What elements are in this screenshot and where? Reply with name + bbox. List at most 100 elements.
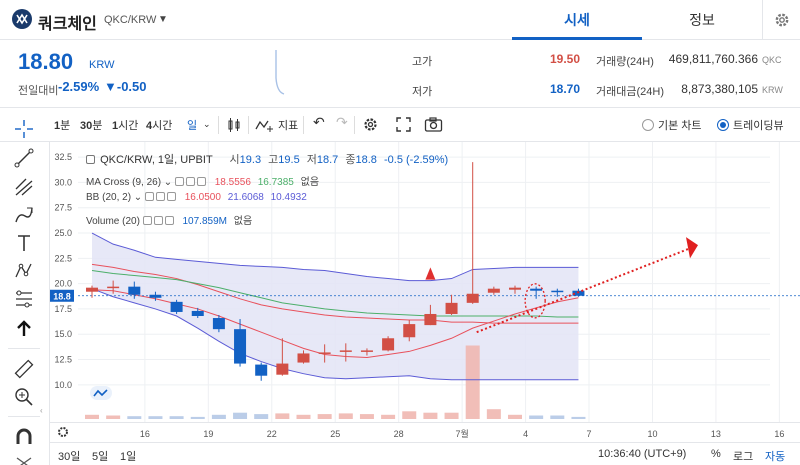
open-value: 19.3 [239, 154, 262, 166]
interval-1m[interactable]: 1분 [54, 120, 71, 132]
interval-30m[interactable]: 30분 [80, 120, 103, 132]
settings-button[interactable] [762, 0, 800, 40]
tradingview-label[interactable]: 트레이딩뷰 [733, 120, 784, 132]
chart-pane[interactable]: 32.5 30.0 27.5 25.0 22.5 20.0 17.5 15.0 12.5 10.0… [50, 142, 800, 422]
fullscreen-icon[interactable] [395, 116, 412, 133]
legend-visibility-icon[interactable] [144, 192, 154, 201]
tradingview-radio[interactable] [717, 119, 729, 131]
interval-1d[interactable]: 일 [187, 120, 198, 132]
current-price: 18.80 [18, 49, 74, 74]
ruler-icon[interactable] [13, 358, 35, 380]
y-tick-label: 27.5 [54, 203, 72, 213]
arrow-up-icon[interactable] [13, 318, 35, 340]
volume-bar [381, 414, 396, 419]
collapse-legend-icon[interactable] [86, 155, 95, 164]
pattern-icon[interactable] [13, 260, 35, 282]
candle [360, 348, 373, 356]
candle-body [445, 302, 458, 314]
price-chart[interactable]: 32.5 30.0 27.5 25.0 22.5 20.0 17.5 15.0 12.5 10.0… [50, 142, 800, 422]
price-unit: KRW [89, 59, 115, 71]
high-value: 19.50 [549, 52, 580, 66]
legend-remove-icon[interactable] [196, 177, 206, 186]
prediction-icon[interactable] [13, 288, 35, 310]
candle-body [360, 350, 373, 352]
lock-drawings-icon[interactable] [13, 452, 35, 465]
legend-ma-cross[interactable]: MA Cross (9, 26) ⌄ 18.5556 16.7385 없음 [86, 177, 320, 188]
amount-value: 8,873,380,105 [681, 82, 758, 96]
trend-arrowhead-icon [686, 237, 698, 259]
prev-day-label: 전일대비 [18, 85, 59, 97]
volume-bar [211, 414, 226, 419]
legend-volume[interactable]: Volume (20) 107.859M 없음 [86, 216, 253, 227]
trend-arrow-line [476, 244, 699, 334]
collapse-chevron-icon[interactable]: ‹ [40, 406, 43, 415]
amount-unit: KRW [762, 85, 783, 95]
high-value-legend: 19.5 [278, 154, 300, 166]
legend-visibility-icon[interactable] [142, 216, 152, 225]
legend-bb[interactable]: BB (20, 2) ⌄ 16.0500 21.6068 10.4932 [86, 192, 307, 203]
legend-remove-icon[interactable] [166, 192, 176, 201]
chart-legend-main[interactable]: QKC/KRW, 1일, UPBIT 시19.3 고19.5 저18.7 종18… [86, 151, 448, 167]
bollinger-upper-line [91, 232, 579, 282]
tab-info[interactable]: 정보 [689, 12, 715, 28]
time-axis-gear-icon[interactable] [50, 422, 70, 442]
y-tick-label: 15.0 [54, 329, 72, 339]
brush-icon[interactable] [13, 204, 35, 226]
candle [466, 162, 479, 304]
coin-name[interactable]: 쿼크체인 [38, 16, 97, 33]
range-1d[interactable]: 1일 [120, 451, 137, 463]
redo-icon[interactable]: ↷ [336, 114, 348, 130]
volume-bar [338, 413, 353, 419]
time-axis[interactable]: 16 19 22 25 28 7월 4 7 10 13 16 [50, 422, 800, 442]
interval-chevron-down-icon[interactable]: ⌄ [203, 119, 211, 129]
candle [530, 286, 543, 299]
close-value: 18.8 [355, 154, 377, 166]
undo-icon[interactable]: ↶ [313, 114, 325, 130]
indicator-button[interactable]: 지표 [278, 120, 299, 132]
tradingview-logo-icon[interactable] [90, 386, 112, 400]
text-tool-icon[interactable] [13, 232, 35, 254]
legend-visibility-icon[interactable] [174, 177, 184, 186]
coin-logo-icon [12, 9, 32, 29]
candle-body [382, 338, 395, 351]
amount-label: 거래대금(24H) [596, 86, 664, 98]
percent-toggle[interactable]: % [711, 448, 721, 460]
tab-price[interactable]: 시세 [512, 0, 642, 40]
pitchfork-icon[interactable] [13, 176, 35, 198]
divider [218, 116, 219, 134]
clock-time[interactable]: 10:36:40 (UTC+9) [598, 448, 687, 460]
candle [551, 288, 564, 297]
legend-remove-icon[interactable] [164, 216, 174, 225]
candle-style-icon[interactable] [226, 117, 242, 133]
legend-settings-icon[interactable] [155, 192, 165, 201]
crosshair-icon[interactable] [13, 118, 35, 140]
candle [445, 294, 458, 315]
divider [248, 116, 249, 134]
auto-toggle[interactable]: 자동 [765, 451, 786, 463]
range-5d[interactable]: 5일 [92, 451, 109, 463]
candle-body [424, 313, 437, 326]
candle-body [551, 290, 564, 293]
basic-chart-label[interactable]: 기본 차트 [658, 120, 702, 132]
candle-body [509, 287, 521, 290]
legend-settings-icon[interactable] [153, 216, 163, 225]
coin-select-chevron-icon[interactable]: ▼ [158, 14, 168, 25]
indicator-add-icon[interactable] [255, 117, 275, 133]
symbol-info: QKC/KRW, 1일, UPBIT [100, 154, 213, 166]
candle-body [466, 293, 479, 303]
trend-line-icon[interactable] [13, 147, 35, 169]
chart-settings-gear-icon[interactable] [362, 116, 379, 133]
interval-4h[interactable]: 4시간 [146, 120, 173, 132]
candle-body [276, 363, 289, 375]
legend-settings-icon[interactable] [185, 177, 195, 186]
interval-1h[interactable]: 1시간 [112, 120, 139, 132]
range-30d[interactable]: 30일 [58, 451, 81, 463]
y-tick-label: 17.5 [54, 304, 72, 314]
basic-chart-radio[interactable] [642, 119, 654, 131]
zoom-in-icon[interactable] [13, 386, 35, 408]
candle [339, 343, 352, 362]
log-toggle[interactable]: 로그 [733, 451, 754, 463]
magnet-icon[interactable] [13, 426, 35, 448]
coin-pair[interactable]: QKC/KRW [104, 14, 157, 26]
camera-icon[interactable] [424, 116, 443, 133]
